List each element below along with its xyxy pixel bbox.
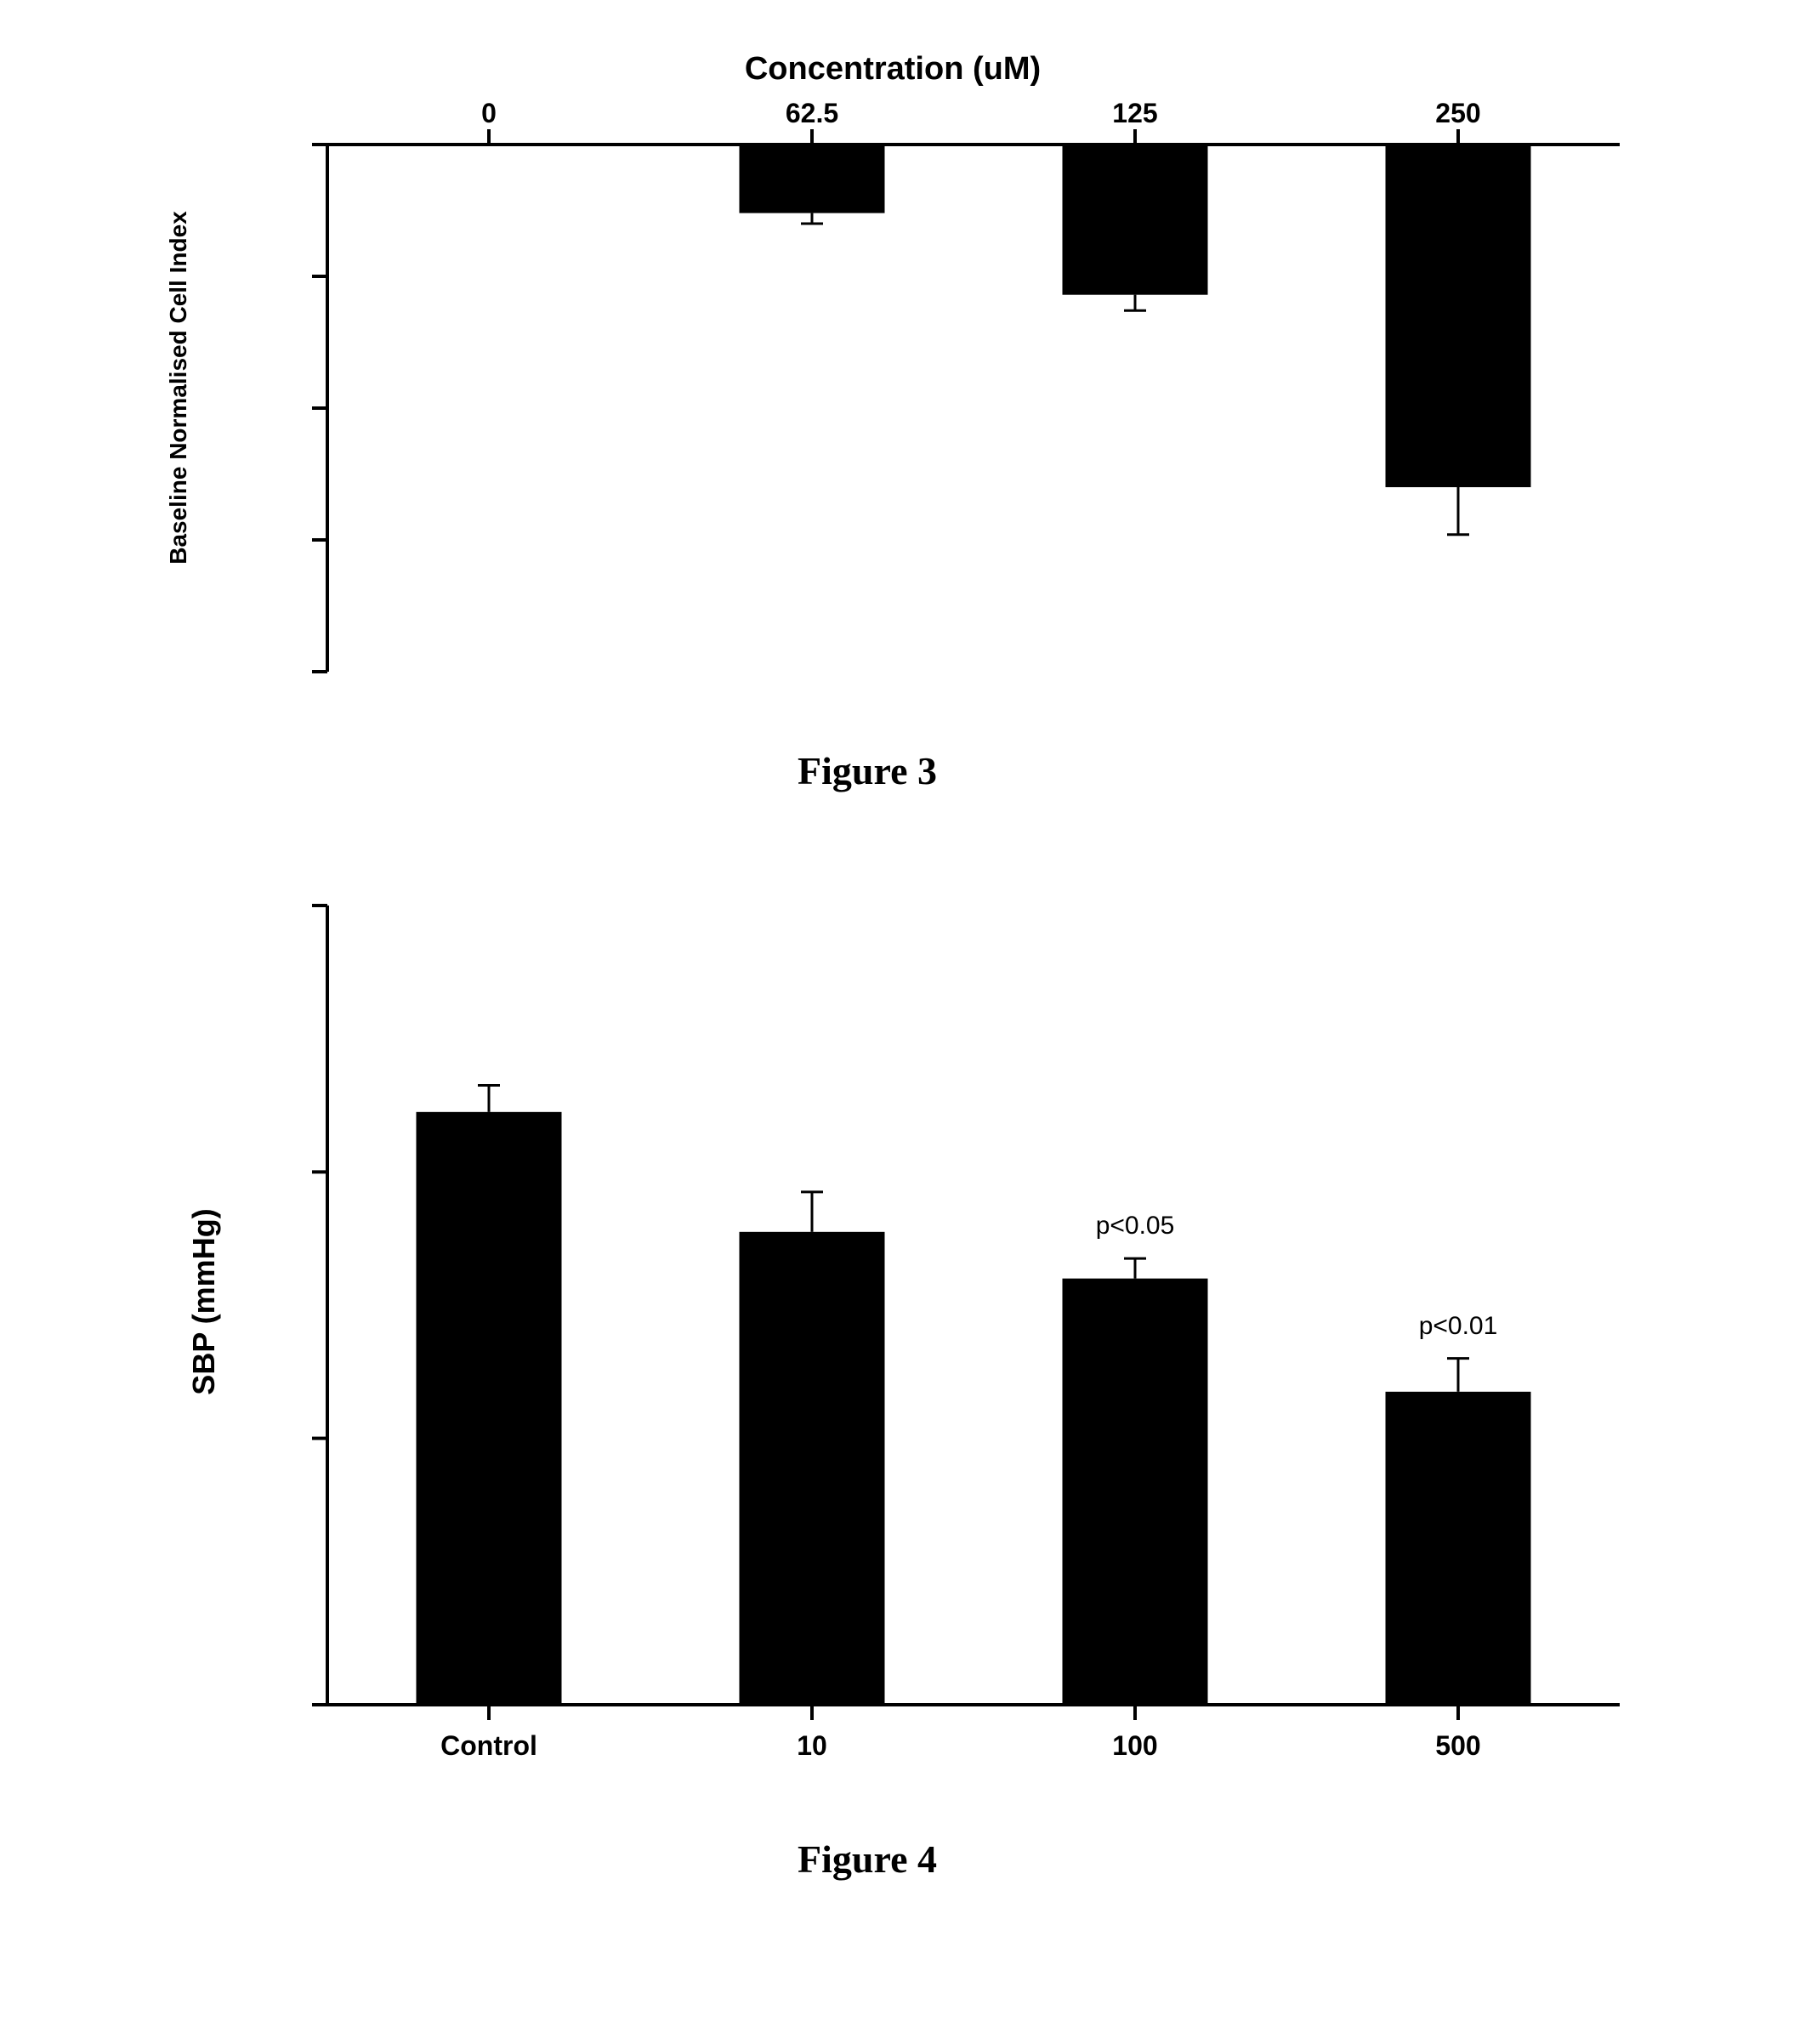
fig3-x-title: Concentration (uM) — [680, 51, 1105, 88]
fig3-caption: Figure 3 — [697, 748, 1037, 793]
fig3-plot — [327, 145, 1620, 672]
fig3-y-title: Baseline Normalised Cell Index — [165, 133, 192, 643]
fig4-y-title: SBP (mmHg) — [186, 1174, 222, 1429]
fig3-xtick-label: 62.5 — [744, 98, 880, 129]
fig3-xtick-label: 0 — [421, 98, 557, 129]
fig4-plot — [327, 906, 1620, 1705]
fig4-pvalue-annotation: p<0.05 — [1067, 1212, 1203, 1241]
fig4-caption: Figure 4 — [697, 1837, 1037, 1882]
fig3-xtick-label: 250 — [1390, 98, 1526, 129]
fig3-xtick-label: 125 — [1067, 98, 1203, 129]
fig4-xtick-label: 500 — [1373, 1730, 1543, 1762]
fig4-xtick-label: Control — [404, 1730, 574, 1762]
fig4-xtick-label: 10 — [727, 1730, 897, 1762]
fig4-pvalue-annotation: p<0.01 — [1390, 1312, 1526, 1341]
fig4-xtick-label: 100 — [1050, 1730, 1220, 1762]
